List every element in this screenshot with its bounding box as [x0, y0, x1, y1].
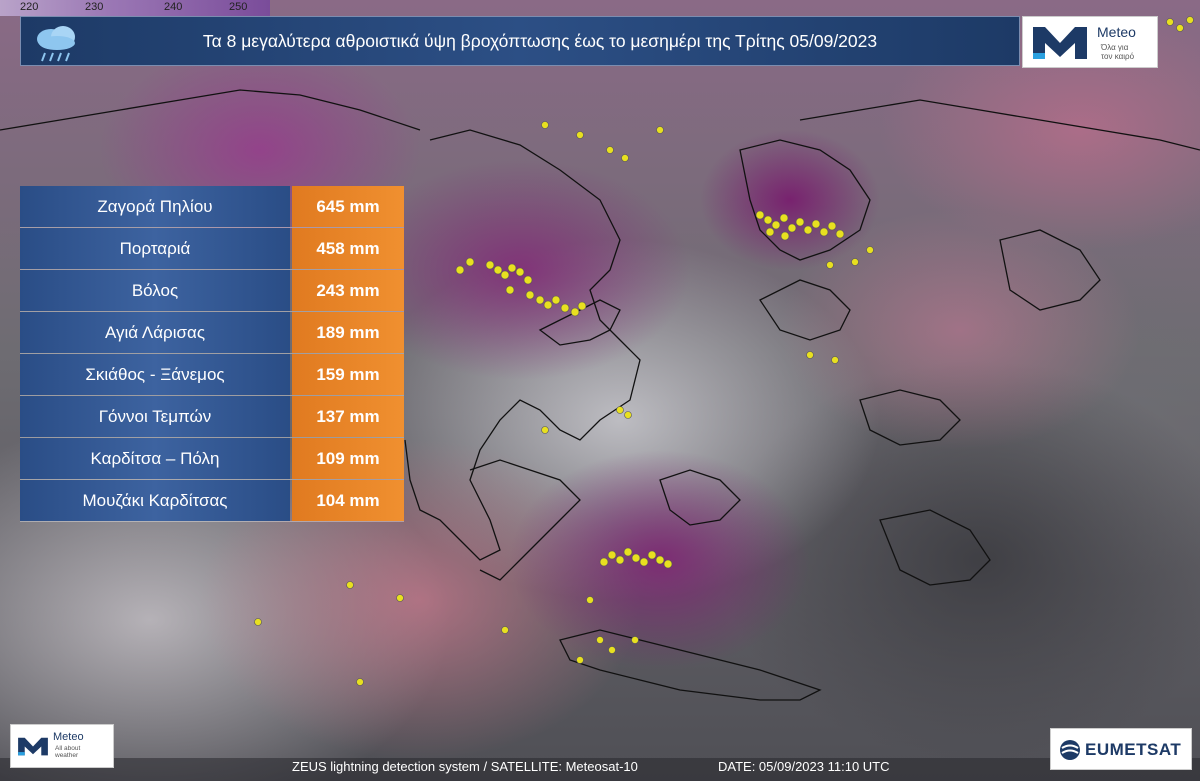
- rainfall-value: 109 mm: [292, 438, 404, 479]
- rain-cloud-icon: [37, 26, 75, 62]
- rainfall-value: 243 mm: [292, 270, 404, 311]
- rainfall-value: 458 mm: [292, 228, 404, 269]
- rainfall-value: 159 mm: [292, 354, 404, 395]
- meteo-m-icon: [18, 737, 48, 756]
- scale-tick: 230: [85, 1, 104, 13]
- rainfall-row: Σκιάθος - Ξάνεμος 159 mm: [20, 354, 404, 396]
- meteo-m-icon: [1033, 27, 1087, 59]
- title-banner: Τα 8 μεγαλύτερα αθροιστικά ύψη βροχόπτωσ…: [20, 16, 1020, 66]
- meteo-logo-tagline: All about weather: [55, 745, 81, 759]
- station-name: Ζαγορά Πηλίου: [20, 186, 290, 227]
- rainfall-value: 104 mm: [292, 480, 404, 521]
- scale-tick: 250: [229, 1, 248, 13]
- rainfall-row: Βόλος 243 mm: [20, 270, 404, 312]
- station-name: Γόννοι Τεμπών: [20, 396, 290, 437]
- eumetsat-logo: EUMETSAT: [1050, 728, 1192, 770]
- station-name: Πορταριά: [20, 228, 290, 269]
- meteo-logo-tagline: Όλα για τον καιρό: [1101, 43, 1135, 61]
- station-name: Αγιά Λάρισας: [20, 312, 290, 353]
- meteo-logo-name: Meteo: [1097, 24, 1136, 40]
- rainfall-table: Ζαγορά Πηλίου 645 mm Πορταριά 458 mm Βόλ…: [20, 186, 404, 522]
- station-name: Σκιάθος - Ξάνεμος: [20, 354, 290, 395]
- rainfall-row: Ζαγορά Πηλίου 645 mm: [20, 186, 404, 228]
- rainfall-value: 645 mm: [292, 186, 404, 227]
- footer-bar: [0, 758, 1200, 781]
- rainfall-row: Πορταριά 458 mm: [20, 228, 404, 270]
- footer-source: ZEUS lightning detection system / SATELL…: [292, 759, 638, 774]
- station-name: Μουζάκι Καρδίτσας: [20, 480, 290, 521]
- meteo-logo: Meteo Όλα για τον καιρό: [1022, 16, 1158, 68]
- footer-date: DATE: 05/09/2023 11:10 UTC: [718, 759, 890, 774]
- color-scale-bar: 220 230 240 250: [0, 0, 270, 16]
- rainfall-value: 189 mm: [292, 312, 404, 353]
- page-title: Τα 8 μεγαλύτερα αθροιστικά ύψη βροχόπτωσ…: [202, 31, 878, 51]
- meteo-logo-name: Meteo: [53, 731, 84, 743]
- scale-tick: 240: [164, 1, 183, 13]
- station-name: Καρδίτσα – Πόλη: [20, 438, 290, 479]
- meteo-logo-bottom: Meteo All about weather: [10, 724, 114, 768]
- rainfall-row: Γόννοι Τεμπών 137 mm: [20, 396, 404, 438]
- eumetsat-globe-icon: [1060, 740, 1080, 760]
- rainfall-value: 137 mm: [292, 396, 404, 437]
- rainfall-row: Αγιά Λάρισας 189 mm: [20, 312, 404, 354]
- station-name: Βόλος: [20, 270, 290, 311]
- eumetsat-name: EUMETSAT: [1085, 740, 1182, 759]
- rainfall-row: Μουζάκι Καρδίτσας 104 mm: [20, 480, 404, 522]
- scale-tick: 220: [20, 1, 39, 13]
- rainfall-row: Καρδίτσα – Πόλη 109 mm: [20, 438, 404, 480]
